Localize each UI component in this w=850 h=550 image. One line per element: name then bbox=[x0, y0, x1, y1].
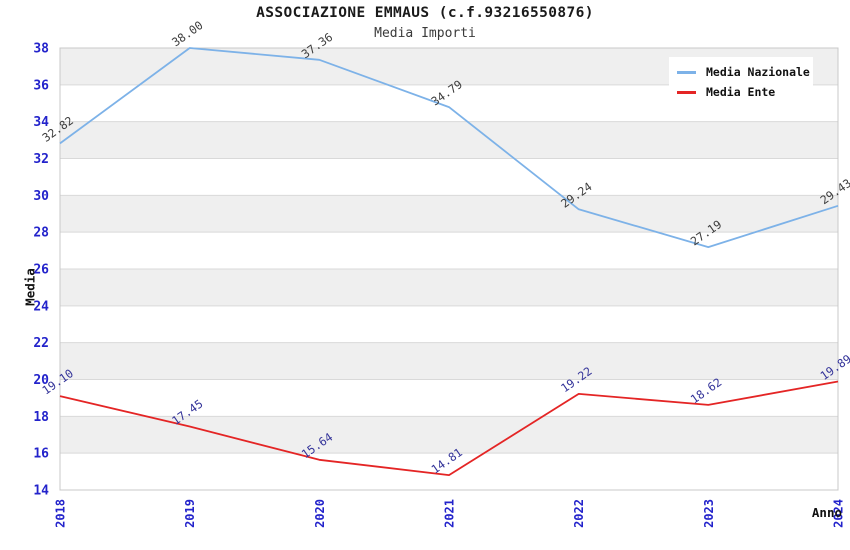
x-tick-label: 2024 bbox=[832, 499, 846, 528]
chart-title: ASSOCIAZIONE EMMAUS (c.f.93216550876) bbox=[256, 5, 594, 21]
band-row bbox=[60, 416, 838, 454]
band-row bbox=[60, 195, 838, 233]
y-tick-label: 22 bbox=[33, 336, 49, 351]
x-axis-title: Anno bbox=[811, 505, 842, 520]
y-tick-label: 14 bbox=[33, 484, 49, 499]
y-tick-label: 28 bbox=[33, 226, 49, 241]
y-tick-label: 20 bbox=[33, 373, 49, 388]
x-tick-label: 2023 bbox=[702, 499, 716, 528]
x-tick-label: 2018 bbox=[54, 499, 68, 528]
legend-label: Media Nazionale bbox=[706, 65, 810, 79]
band-row bbox=[60, 342, 838, 380]
y-tick-label: 30 bbox=[33, 189, 49, 204]
legend-line-marker-red bbox=[677, 90, 696, 94]
y-tick-label: 16 bbox=[33, 447, 49, 462]
legend-item-media-nazionale: Media Nazionale bbox=[677, 65, 813, 79]
y-tick-label: 32 bbox=[33, 152, 49, 167]
plot-border bbox=[59, 47, 839, 491]
legend-item-media-ente: Media Ente bbox=[677, 85, 813, 99]
x-tick-label: 2020 bbox=[313, 499, 327, 528]
x-tick-label: 2021 bbox=[443, 499, 457, 528]
legend-label: Media Ente bbox=[706, 85, 776, 99]
y-tick-label: 24 bbox=[33, 299, 49, 314]
legend: Media Nazionale Media Ente bbox=[669, 57, 813, 106]
x-tick-labels: 2018 2019 2020 2021 2022 2023 2024 bbox=[54, 499, 846, 528]
chart-subtitle: Media Importi bbox=[374, 26, 476, 41]
band-row bbox=[60, 269, 838, 306]
series-line-media-nazionale bbox=[59, 47, 839, 249]
y-axis-title: Media bbox=[22, 268, 38, 306]
y-tick-label: 26 bbox=[33, 263, 49, 278]
x-tick-label: 2019 bbox=[183, 499, 197, 528]
y-tick-label: 34 bbox=[33, 115, 49, 130]
y-tick-labels: 14 16 18 20 22 24 26 28 30 32 34 36 38 bbox=[33, 42, 49, 499]
band-row bbox=[60, 121, 838, 159]
series-line-media-ente bbox=[59, 380, 839, 477]
y-tick-label: 36 bbox=[33, 78, 49, 93]
plot-bands bbox=[60, 48, 838, 454]
y-tick-label: 18 bbox=[33, 410, 49, 425]
legend-line-marker-blue bbox=[677, 70, 696, 74]
y-tick-label: 38 bbox=[33, 42, 49, 57]
x-tick-label: 2022 bbox=[572, 499, 586, 528]
